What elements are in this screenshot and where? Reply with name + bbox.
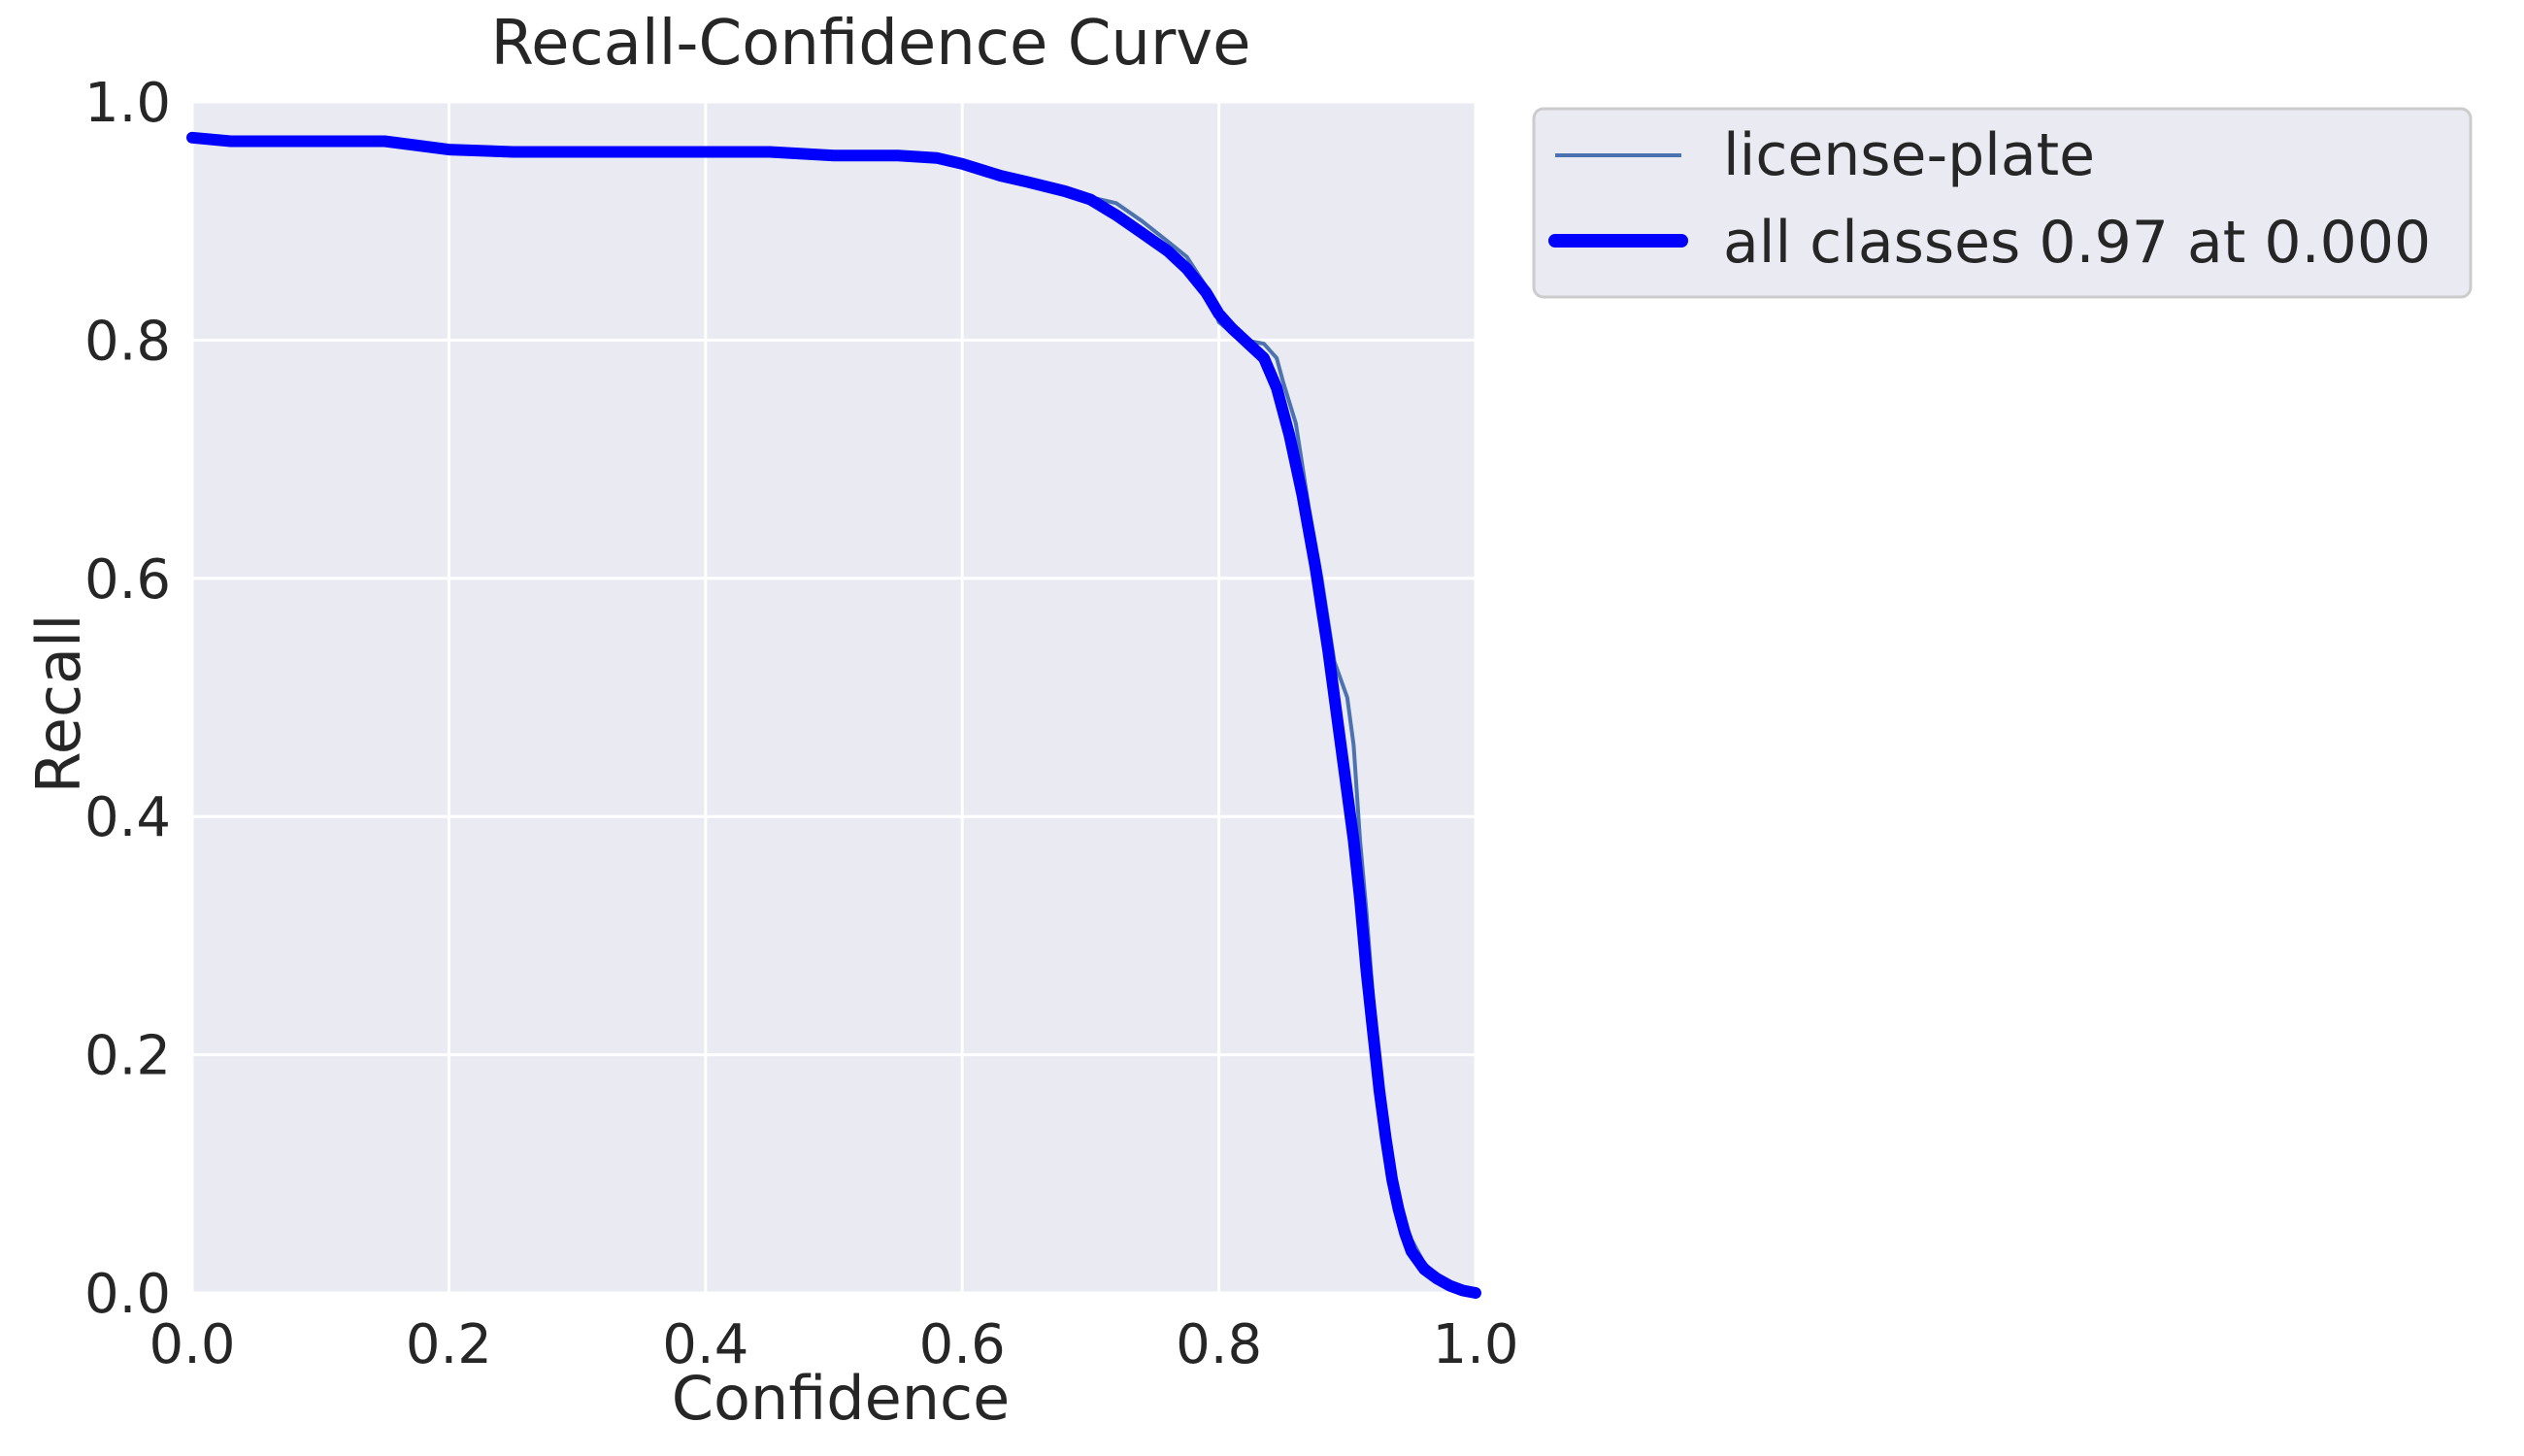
y-tick-label: 0.4 — [84, 786, 171, 849]
x-tick-label: 0.0 — [149, 1313, 235, 1376]
x-tick-label: 1.0 — [1432, 1313, 1518, 1376]
y-tick-label: 1.0 — [84, 72, 171, 135]
x-axis-label: Confidence — [672, 1363, 1011, 1434]
gridlines — [190, 100, 1478, 1295]
y-tick-label: 0.8 — [84, 310, 171, 373]
y-tick-label: 0.2 — [84, 1025, 171, 1088]
x-tick-label: 0.6 — [919, 1313, 1006, 1376]
chart-title: Recall-Confidence Curve — [490, 8, 1250, 80]
plot-area — [192, 102, 1476, 1293]
x-tick-label: 0.8 — [1176, 1313, 1262, 1376]
y-axis-label: Recall — [23, 614, 94, 794]
legend-label-license-plate: license-plate — [1723, 121, 2095, 189]
legend-label-all-classes: all classes 0.97 at 0.000 — [1723, 209, 2431, 277]
y-tick-label: 0.0 — [84, 1263, 171, 1326]
x-tick-label: 0.4 — [662, 1313, 748, 1376]
legend: license-plate all classes 0.97 at 0.000 — [1532, 107, 2473, 299]
x-tick-label: 0.2 — [406, 1313, 492, 1376]
x-tick-labels: 0.0 0.2 0.4 0.6 0.8 1.0 — [149, 1313, 1518, 1376]
y-tick-label: 0.6 — [84, 548, 171, 612]
series-line-all-classes — [186, 131, 1481, 1299]
y-tick-labels: 0.0 0.2 0.4 0.6 0.8 1.0 — [84, 72, 171, 1326]
legend-box — [1532, 107, 2473, 299]
series-lines — [186, 131, 1481, 1299]
